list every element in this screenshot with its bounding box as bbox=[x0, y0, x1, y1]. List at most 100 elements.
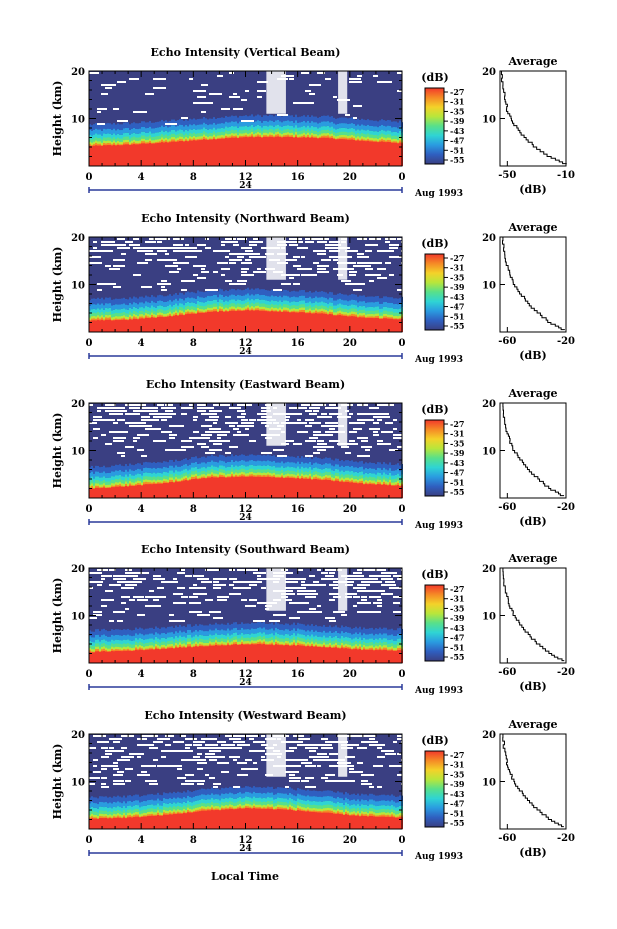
echo-cell bbox=[135, 484, 137, 487]
echo-cell bbox=[293, 296, 295, 302]
surface-layer-cell bbox=[281, 137, 283, 166]
echo-cell bbox=[207, 461, 209, 467]
echo-cell bbox=[299, 300, 301, 306]
echo-cell bbox=[395, 482, 397, 486]
echo-cell bbox=[129, 124, 131, 131]
echo-cell bbox=[299, 472, 301, 477]
echo-cell bbox=[215, 118, 217, 125]
echo-cell bbox=[133, 635, 135, 641]
echo-cell bbox=[233, 136, 235, 139]
surface-layer-cell bbox=[93, 320, 95, 332]
echo-cell bbox=[351, 134, 353, 139]
echo-cell bbox=[285, 637, 287, 642]
missing-data-cell bbox=[173, 262, 181, 264]
echo-cell bbox=[159, 646, 161, 650]
echo-cell bbox=[261, 289, 263, 295]
echo-cell bbox=[303, 457, 305, 464]
echo-cell bbox=[347, 309, 349, 314]
surface-layer-cell bbox=[383, 318, 385, 332]
echo-cell bbox=[91, 298, 93, 305]
echo-cell bbox=[143, 643, 145, 648]
echo-cell bbox=[357, 302, 359, 308]
echo-cell bbox=[267, 472, 269, 476]
missing-data-cell bbox=[209, 428, 221, 430]
surface-layer-cell bbox=[185, 480, 187, 498]
echo-cell bbox=[105, 640, 107, 645]
echo-cell bbox=[141, 634, 143, 639]
echo-cell bbox=[385, 302, 387, 307]
echo-cell bbox=[117, 646, 119, 651]
echo-cell bbox=[219, 465, 221, 470]
y-tick-label: 20 bbox=[71, 67, 85, 78]
echo-cell bbox=[387, 139, 389, 143]
echo-cell bbox=[109, 636, 111, 642]
echo-cell bbox=[393, 482, 395, 486]
echo-cell bbox=[161, 641, 163, 646]
surface-layer-cell bbox=[279, 477, 281, 498]
echo-cell bbox=[303, 132, 305, 137]
echo-cell bbox=[335, 129, 337, 134]
echo-cell bbox=[279, 295, 281, 301]
missing-data-cell bbox=[161, 247, 173, 249]
echo-cell bbox=[105, 141, 107, 145]
surface-layer-cell bbox=[347, 316, 349, 332]
echo-cell bbox=[119, 464, 121, 470]
surface-layer-cell bbox=[361, 483, 363, 498]
surface-layer-cell bbox=[255, 644, 257, 663]
missing-data-cell bbox=[261, 410, 271, 412]
echo-cell bbox=[141, 470, 143, 476]
missing-data-cell bbox=[113, 413, 123, 415]
echo-cell bbox=[189, 629, 191, 635]
echo-cell bbox=[381, 136, 383, 141]
surface-layer-cell bbox=[103, 145, 105, 166]
echo-cell bbox=[107, 133, 109, 138]
echo-cell bbox=[199, 641, 201, 646]
echo-cell bbox=[123, 643, 125, 648]
echo-cell bbox=[203, 456, 205, 463]
surface-layer-cell bbox=[151, 143, 153, 166]
missing-data-cell bbox=[245, 428, 249, 430]
echo-cell bbox=[301, 295, 303, 301]
echo-cell bbox=[263, 472, 265, 476]
echo-cell bbox=[245, 306, 247, 310]
echo-cell bbox=[335, 458, 337, 465]
echo-cell bbox=[137, 316, 139, 320]
surface-layer-cell bbox=[243, 310, 245, 332]
surface-layer-cell bbox=[253, 137, 255, 166]
echo-cell bbox=[391, 132, 393, 137]
echo-cell bbox=[381, 312, 383, 317]
echo-cell bbox=[133, 136, 135, 141]
echo-cell bbox=[237, 289, 239, 295]
surface-layer-cell bbox=[149, 142, 151, 166]
missing-data-cell bbox=[305, 404, 318, 406]
echo-cell bbox=[291, 642, 293, 646]
missing-data-cell bbox=[205, 413, 217, 415]
surface-layer-cell bbox=[183, 141, 185, 166]
echo-cell bbox=[339, 137, 341, 141]
echo-cell bbox=[221, 643, 223, 647]
echo-cell bbox=[397, 312, 399, 317]
echo-cell bbox=[397, 140, 399, 144]
echo-cell bbox=[257, 298, 259, 303]
echo-cell bbox=[99, 631, 101, 637]
surface-layer-cell bbox=[251, 310, 253, 332]
missing-data-cell bbox=[209, 410, 216, 412]
echo-cell bbox=[365, 120, 367, 126]
echo-cell bbox=[393, 315, 395, 320]
missing-data-cell bbox=[373, 422, 379, 424]
echo-cell bbox=[243, 300, 245, 305]
missing-data-cell bbox=[349, 440, 355, 442]
echo-cell bbox=[257, 288, 259, 294]
echo-cell bbox=[177, 471, 179, 476]
echo-cell bbox=[347, 124, 349, 129]
missing-data-cell bbox=[389, 274, 394, 276]
echo-cell bbox=[131, 312, 133, 317]
echo-cell bbox=[271, 115, 273, 121]
echo-cell bbox=[303, 307, 305, 311]
echo-cell bbox=[351, 480, 353, 484]
echo-cell bbox=[177, 134, 179, 139]
echo-cell bbox=[369, 468, 371, 473]
echo-cell bbox=[295, 308, 297, 313]
echo-cell bbox=[221, 309, 223, 313]
missing-data-cell bbox=[157, 241, 162, 243]
